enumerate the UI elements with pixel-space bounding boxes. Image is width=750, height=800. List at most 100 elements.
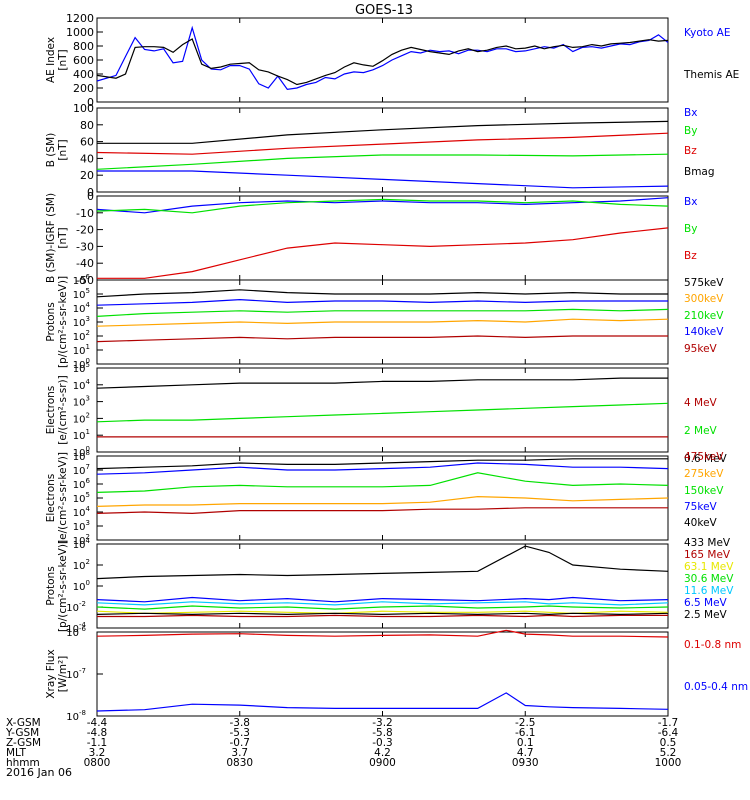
y-axis-label: [e/(cm²-s-sr)] <box>57 375 69 444</box>
series-line-95kev <box>96 335 668 343</box>
legend-entry: 4 MeV <box>684 397 718 409</box>
y-tick-label: 10-2 <box>66 600 86 614</box>
series-line-2-mev <box>96 402 669 423</box>
axis-row-value: 0800 <box>84 757 111 769</box>
y-axis-label: [W/m²] <box>57 656 69 693</box>
legend-entry: 275keV <box>684 468 724 480</box>
axis-row-value: 4.7 <box>517 747 534 759</box>
y-axis-label: B (SM)-IGRF (SM) <box>45 193 57 283</box>
legend-entry: Kyoto AE <box>684 27 730 39</box>
axis-row-label: hhmm <box>6 757 40 769</box>
series-line-2-5-mev <box>96 612 669 616</box>
legend-entry: 150keV <box>684 485 724 497</box>
series-line-433-mev <box>96 545 669 580</box>
series-line-bx <box>97 170 669 189</box>
y-axis-label: AE Index <box>45 37 57 83</box>
legend-entry: 433 MeV <box>684 537 731 549</box>
axis-row-value: 0.5 <box>660 737 677 749</box>
axis-row-value: 4.2 <box>374 747 391 759</box>
y-axis-label: Protons <box>45 566 57 605</box>
y-tick-label: 10-6 <box>66 625 86 639</box>
legend-entry: By <box>684 223 697 235</box>
axis-row-value: -4.4 <box>87 717 108 729</box>
legend-entry: 475keV <box>684 451 724 463</box>
axis-row-value: -6.1 <box>515 727 536 739</box>
series-line-0-6-mev <box>96 377 668 389</box>
series-line-0-05-0-4-nm <box>96 692 669 712</box>
axis-row-value: -3.2 <box>372 717 393 729</box>
y-axis-label: [nT] <box>57 227 69 248</box>
series-line-30-6-mev <box>96 605 669 610</box>
legend-entry: 210keV <box>684 310 724 322</box>
series-line-40kev <box>96 458 668 470</box>
series-line-by <box>96 198 669 214</box>
axis-row-value: 1000 <box>655 757 682 769</box>
y-tick-label: 103 <box>73 395 90 409</box>
series-line-kyoto-ae <box>96 25 669 91</box>
y-tick-label: 400 <box>73 68 94 81</box>
legend-entry: 95keV <box>684 343 718 355</box>
series-line-themis-ae <box>96 38 669 86</box>
legend-entry: 0.1-0.8 nm <box>684 639 741 651</box>
date-label: 2016 Jan 06 <box>6 766 72 779</box>
legend-entry: 2 MeV <box>684 425 718 437</box>
legend-entry: 165 MeV <box>684 549 731 561</box>
axis-row-value: -3.8 <box>230 717 251 729</box>
y-tick-label: 200 <box>73 82 94 95</box>
y-axis-label: [e/(cm²-s-sr-keV)] <box>57 452 69 544</box>
legend-entry: 140keV <box>684 326 724 338</box>
y-tick-label: 10-8 <box>66 709 86 723</box>
series-line-by <box>96 153 669 170</box>
legend-entry: 11.6 MeV <box>684 585 734 597</box>
legend-entry: 6.5 MeV <box>684 597 728 609</box>
y-axis-label: [nT] <box>57 49 69 70</box>
y-tick-label: 104 <box>73 537 91 551</box>
axis-row-label: Y-GSM <box>5 727 39 739</box>
y-tick-label: 10-7 <box>66 667 86 681</box>
legend-entry: Bz <box>684 145 697 157</box>
legend-entry: Bz <box>684 250 697 262</box>
y-axis-label: Electrons <box>45 386 57 435</box>
series-line-300kev <box>96 318 669 327</box>
axis-row-value: -5.3 <box>230 727 251 739</box>
y-tick-label: 108 <box>73 449 90 463</box>
y-tick-label: 105 <box>73 287 90 301</box>
axis-row-value: -2.5 <box>515 717 536 729</box>
axis-row-label: X-GSM <box>6 717 41 729</box>
series-line-bmag <box>97 120 669 144</box>
y-tick-label: 103 <box>73 519 90 533</box>
y-tick-label: 600 <box>73 54 94 67</box>
legend-entry: Bx <box>684 107 697 119</box>
y-axis-label: B (SM) <box>45 133 57 167</box>
axis-row-value: 0900 <box>369 757 396 769</box>
y-tick-label: 105 <box>73 361 90 375</box>
legend-entry: 575keV <box>684 277 724 289</box>
time-axis-table: X-GSM -4.4 -3.8 -3.2 -2.5 -1.7 Y-GSM -4.8 -5.3 -5… <box>5 717 681 769</box>
axis-row-value: 0830 <box>226 757 253 769</box>
y-tick-label: 60 <box>80 136 94 149</box>
axis-row-label: MLT <box>6 747 26 759</box>
y-tick-label: 101 <box>73 343 90 357</box>
legend-entry: Bx <box>684 196 697 208</box>
legend-entry: 75keV <box>684 501 718 513</box>
y-axis-label: Electrons <box>45 474 57 523</box>
y-tick-label: 100 <box>73 102 94 115</box>
series-line-275kev <box>96 495 669 507</box>
series-line-bz <box>96 132 669 155</box>
axis-row-value: 0930 <box>512 757 539 769</box>
y-tick-label: 800 <box>73 40 94 53</box>
series-line-210kev <box>96 308 669 317</box>
y-tick-label: 102 <box>73 411 90 425</box>
axis-row-value: -0.7 <box>230 737 251 749</box>
legend-entry: 300keV <box>684 293 724 305</box>
series-line-11-6-mev <box>96 601 669 606</box>
y-axis-label: [p/(cm²-s-sr-keV)] <box>57 276 69 368</box>
axis-row-value: -1.7 <box>658 717 679 729</box>
y-tick-label: 102 <box>73 558 90 572</box>
y-tick-label: 101 <box>73 428 90 442</box>
